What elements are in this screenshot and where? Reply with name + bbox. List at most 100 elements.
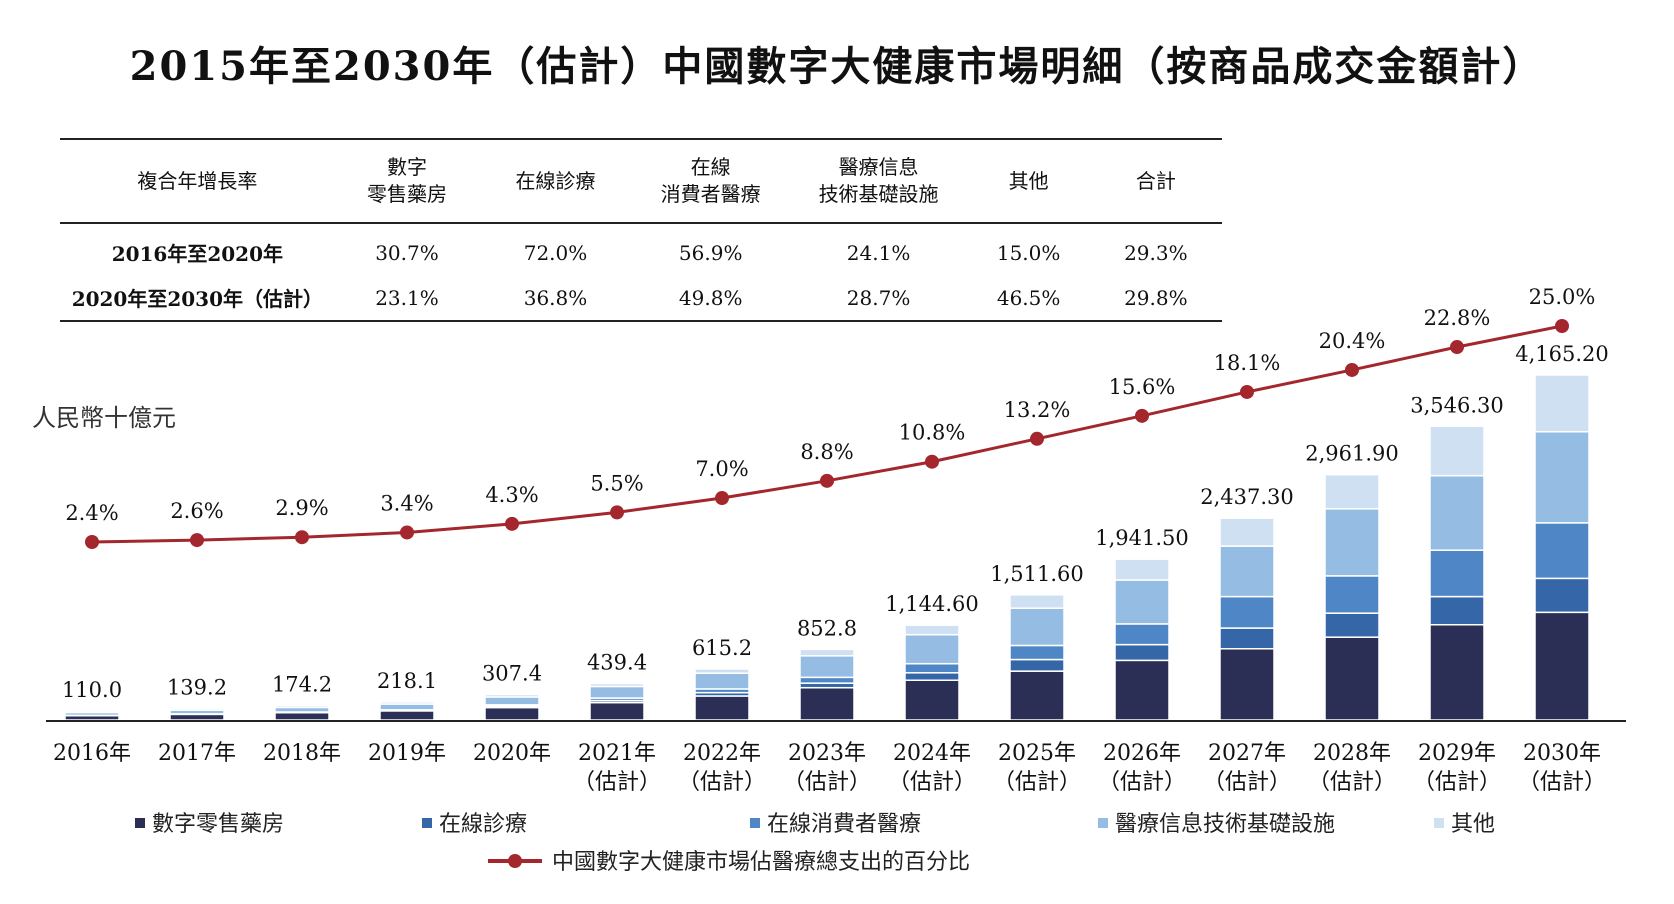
line-point (505, 516, 519, 531)
cagr-value: 24.1% (846, 240, 911, 265)
bar-segment (484, 696, 540, 706)
bar-segment (274, 704, 330, 709)
line-point-label: 4.3% (485, 483, 538, 507)
line-point (1135, 408, 1149, 423)
bar-segment (379, 710, 435, 721)
cagr-period: 2016年至2020年 (111, 242, 284, 266)
x-tick-label: （估計） (1518, 770, 1606, 795)
line-point (1345, 362, 1359, 377)
cagr-col-header: 其他 (968, 139, 1090, 223)
bar-segment (1219, 517, 1275, 547)
cagr-col-header: 數字 零售藥房 (335, 139, 479, 223)
x-tick-label: （估計） (1203, 770, 1291, 795)
bar-segment (379, 703, 435, 711)
line-point (85, 535, 99, 549)
line-point (610, 505, 624, 520)
cagr-col-header: 在線診療 (479, 139, 632, 223)
bar-segment (589, 701, 645, 721)
bar-segment (799, 676, 855, 684)
bar-segment (169, 713, 225, 721)
bar-segment (1429, 623, 1485, 721)
cagr-col-header-line: 在線診療 (515, 168, 596, 193)
legend-label: 數字零售藥房 (152, 812, 284, 837)
x-tick-label: 2030年 (1523, 741, 1601, 766)
x-tick-label: 2020年 (473, 741, 551, 766)
bar-total-label: 174.2 (272, 673, 332, 697)
cagr-col-header: 在線 消費者醫療 (632, 139, 790, 223)
line-point (1450, 340, 1464, 355)
legend-swatch (422, 818, 432, 828)
cagr-col-header-line: 合計 (1135, 168, 1176, 193)
x-tick-label: 2023年 (788, 741, 866, 766)
bar-segment (904, 672, 960, 681)
bar-segment (1534, 577, 1590, 614)
bar-segment (379, 701, 435, 705)
cagr-col-header-line: 零售藥房 (366, 182, 447, 206)
x-tick-label: 2025年 (998, 741, 1076, 766)
bar-segment (1114, 623, 1170, 646)
line-point (820, 473, 834, 488)
line-point (1555, 319, 1569, 333)
bar-segment (694, 668, 750, 674)
legend-swatch (750, 818, 760, 828)
bar-segment (1009, 644, 1065, 661)
bar-segment (484, 706, 540, 721)
bar-segment (904, 624, 960, 636)
bar-segment (1114, 558, 1170, 581)
bar-segment (1429, 549, 1485, 598)
legend-swatch (1434, 818, 1444, 828)
line-point-label: 3.4% (380, 491, 433, 515)
cagr-value: 29.8% (1124, 285, 1188, 310)
line-point (400, 525, 414, 540)
line-point-label: 8.8% (800, 440, 853, 464)
bar-segment (904, 633, 960, 665)
cagr-value: 56.9% (678, 240, 743, 265)
x-tick-label: 2027年 (1208, 741, 1286, 766)
x-tick-label: 2019年 (368, 741, 446, 766)
x-tick-label: 2018年 (263, 741, 341, 766)
bar-segment (1324, 508, 1380, 577)
cagr-col-header: 合計 (1090, 139, 1222, 223)
chart-title: 2015年至2030年（估計）中國數字大健康市場明細（按商品成交金額計） (129, 43, 1545, 90)
legend-line-marker (508, 854, 522, 868)
cagr-value: 49.8% (678, 285, 743, 310)
cagr-value: 15.0% (996, 240, 1061, 265)
bar-segment (799, 686, 855, 721)
bar-segment (694, 672, 750, 690)
line-point-label: 2.4% (65, 501, 118, 525)
bar-total-label: 139.2 (167, 675, 227, 699)
cagr-col-header-line: 技術基礎設施 (818, 182, 939, 206)
bar-segment (1219, 595, 1275, 629)
line-point-label: 2.6% (170, 499, 223, 523)
bar-total-label: 3,546.30 (1410, 393, 1504, 417)
line-point-label: 2.9% (275, 496, 328, 520)
y-axis-unit-label: 人民幣十億元 (32, 404, 176, 432)
x-tick-label: （估計） (1413, 770, 1501, 795)
bar-segment (1009, 670, 1065, 721)
x-tick-label: （估計） (678, 770, 766, 795)
x-tick-label: （估計） (573, 770, 661, 795)
legend-label: 在線診療 (439, 812, 527, 837)
legend-swatch (1098, 818, 1108, 828)
cagr-table: 複合年增長率 數字 零售藥房 在線診療 在線 消費者醫療 醫療信息 技術基礎設施 (60, 138, 1222, 322)
bar-segment (1009, 658, 1065, 672)
cagr-header-row: 複合年增長率 數字 零售藥房 在線診療 在線 消費者醫療 醫療信息 技術基礎設施 (60, 139, 1222, 223)
bar-segment (64, 710, 120, 714)
cagr-period: 2020年至2030年（估計） (71, 287, 324, 311)
bar-total-label: 218.1 (377, 669, 437, 693)
line-point-label: 18.1% (1214, 351, 1281, 375)
bar-total-label: 439.4 (587, 651, 647, 675)
bar-segment (169, 707, 225, 711)
cagr-col-header-line: 在線 (690, 155, 731, 179)
bar-total-label: 110.0 (62, 678, 122, 702)
line-point-label: 25.0% (1529, 285, 1596, 309)
bar-total-label: 2,961.90 (1305, 442, 1399, 466)
cagr-value: 36.8% (523, 285, 588, 310)
cagr-col-header-line: 醫療信息 (838, 155, 919, 179)
legend-label: 在線消費者醫療 (767, 812, 921, 837)
bar-total-label: 1,941.50 (1095, 526, 1189, 550)
line-point-label: 20.4% (1319, 329, 1386, 353)
legend-label: 中國數字大健康市場佔醫療總支出的百分比 (552, 850, 970, 875)
bar-segment (1324, 636, 1380, 721)
x-tick-label: 2026年 (1103, 741, 1181, 766)
